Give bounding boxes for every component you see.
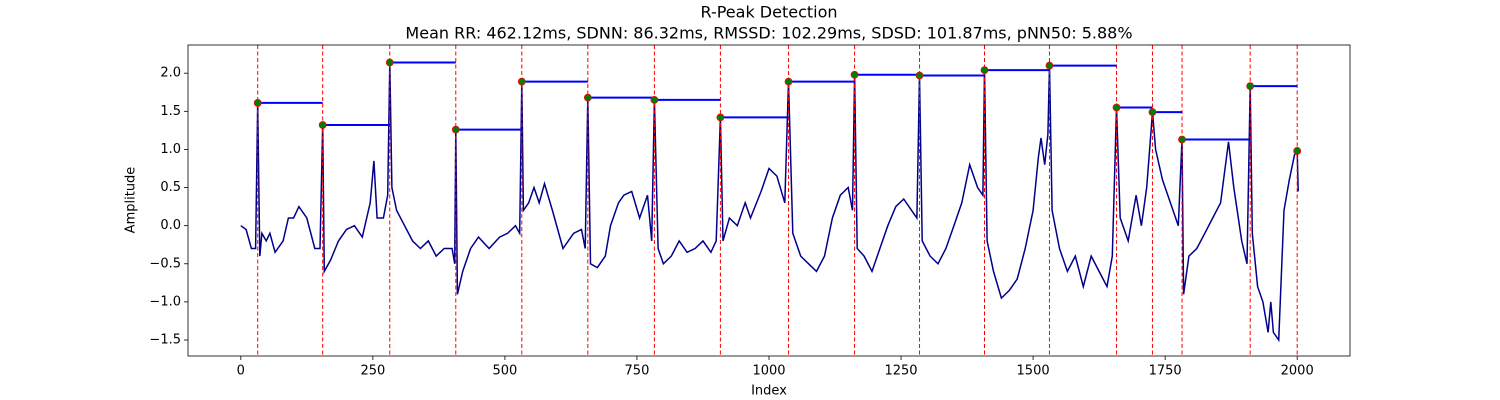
chart-title: R-Peak Detection [700,3,837,22]
plot-frame [187,44,1351,357]
peak-marker [980,66,989,75]
y-tick-label: 1.0 [160,142,181,157]
x-tick-label: 2000 [1281,364,1314,379]
peak-marker [1112,103,1121,112]
y-tick-label: −1.5 [149,332,181,347]
peak-marker [253,99,262,107]
peak-marker [1148,108,1157,116]
y-tick-label: 0.5 [160,180,181,195]
x-tick-label: 1000 [752,364,785,379]
peak-marker [583,93,592,102]
y-tick-label: 1.5 [160,104,181,119]
y-tick-label: −1.0 [149,294,181,309]
y-tick-label: 0.0 [160,218,181,233]
y-tick-label: −0.5 [149,256,181,271]
peak-marker [1045,61,1054,70]
peak-marker [1293,147,1302,155]
peak-marker [850,70,859,79]
peak-marker [650,95,659,104]
peak-marker [451,125,460,134]
signal-line [240,62,1299,343]
x-tick-label: 1250 [884,364,917,379]
peak-marker [915,71,924,80]
x-tick-label: 1750 [1149,364,1182,379]
y-tick-label: 2.0 [160,66,181,81]
peak-marker [784,77,793,86]
peak-marker [716,113,725,122]
chart-subtitle: Mean RR: 462.12ms, SDNN: 86.32ms, RMSSD:… [405,24,1132,43]
peak-marker [1246,82,1255,91]
x-tick-label: 250 [360,364,385,379]
x-tick-label: 1500 [1017,364,1050,379]
peak-marker [1178,135,1186,144]
x-tick-label: 500 [492,364,517,379]
peak-marker [517,77,526,86]
peak-marker [318,121,327,129]
x-tick-label: 750 [625,364,650,379]
x-axis-label: Index [751,384,787,399]
y-axis-label: Amplitude [124,167,139,234]
x-tick-label: 0 [237,364,245,379]
peak-marker [385,58,394,67]
